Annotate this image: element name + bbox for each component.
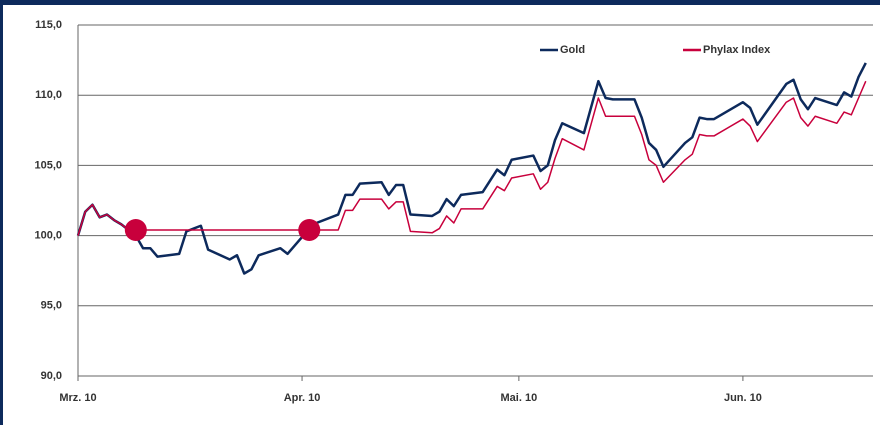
series-line [76,62,867,275]
x-tick-label: Mai. 10 [501,392,538,404]
y-tick-label: 95,0 [41,300,62,312]
y-tick-label: 110,0 [35,89,62,101]
series-line [77,80,867,236]
highlight-point [124,218,147,241]
top-bar [0,0,880,5]
x-tick-label: Jun. 10 [724,392,762,404]
y-tick-label: 90,0 [41,370,62,382]
x-tick-label: Apr. 10 [284,392,321,404]
legend-label: Gold [560,44,585,56]
x-tick-label: Mrz. 10 [59,392,96,404]
y-tick-label: 115,0 [35,19,62,31]
y-tick-label: 100,0 [34,230,62,242]
legend-label: Phylax Index [703,44,771,56]
highlight-point [298,218,321,241]
left-bar [0,0,3,425]
y-tick-label: 105,0 [34,159,62,171]
